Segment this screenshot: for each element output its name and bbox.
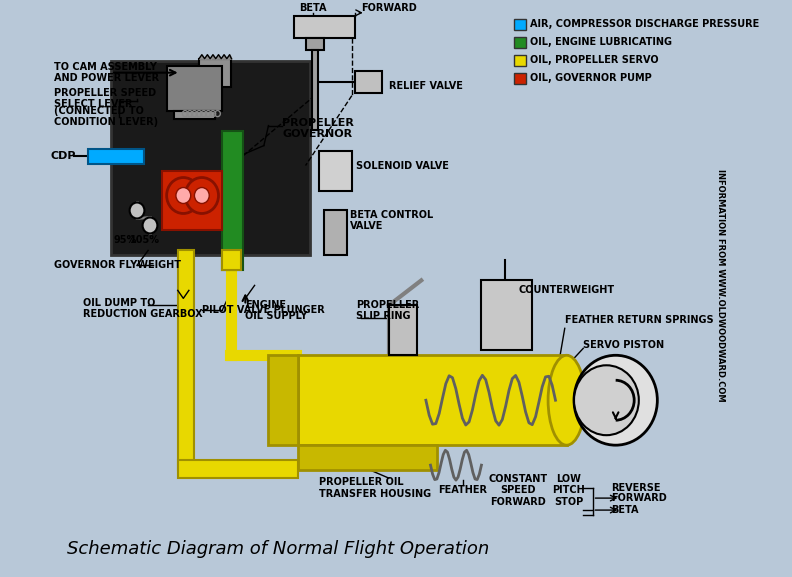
Bar	[268, 355, 298, 445]
Text: FORWARD: FORWARD	[611, 493, 667, 503]
Text: 105%: 105%	[131, 235, 160, 245]
Bar	[514, 55, 526, 66]
Bar	[324, 211, 347, 256]
Circle shape	[574, 365, 639, 435]
Text: COUNTERWEIGHT: COUNTERWEIGHT	[519, 286, 615, 295]
Bar	[312, 50, 318, 130]
Circle shape	[143, 218, 158, 234]
Bar	[295, 16, 355, 38]
Circle shape	[194, 188, 209, 204]
Bar	[174, 111, 215, 119]
Circle shape	[185, 178, 219, 213]
Bar	[162, 171, 223, 230]
Text: FEATHER: FEATHER	[439, 485, 487, 495]
Text: OIL, PROPELLER SERVO: OIL, PROPELLER SERVO	[530, 55, 658, 65]
Bar	[389, 305, 417, 355]
Text: INFORMATION FROM WWW.OLDWOODWARD.COM: INFORMATION FROM WWW.OLDWOODWARD.COM	[716, 169, 725, 402]
Text: Schematic Diagram of Normal Flight Operation: Schematic Diagram of Normal Flight Opera…	[67, 540, 489, 558]
Circle shape	[130, 203, 144, 219]
Bar	[514, 18, 526, 30]
Text: PROPELLER OIL
TRANSFER HOUSING: PROPELLER OIL TRANSFER HOUSING	[319, 477, 432, 499]
Bar	[177, 250, 194, 470]
Bar	[223, 250, 241, 271]
Text: (CONNECTED TO
CONDITION LEVER): (CONNECTED TO CONDITION LEVER)	[54, 106, 158, 128]
Bar	[306, 38, 324, 50]
Text: PROPELLER
GOVERNOR: PROPELLER GOVERNOR	[283, 118, 354, 140]
Text: LOW
PITCH
STOP: LOW PITCH STOP	[552, 474, 584, 507]
Text: FORWARD: FORWARD	[361, 3, 417, 13]
Bar	[355, 70, 383, 93]
Bar	[482, 280, 532, 350]
Bar	[223, 130, 242, 271]
Text: AIR, COMPRESSOR DISCHARGE PRESSURE: AIR, COMPRESSOR DISCHARGE PRESSURE	[530, 19, 759, 29]
Text: PROPELLER
SLIP RING: PROPELLER SLIP RING	[356, 299, 420, 321]
Bar	[177, 460, 298, 478]
Text: GOVERNOR FLYWEIGHT: GOVERNOR FLYWEIGHT	[54, 260, 181, 271]
Text: PROPELLER SPEED
SELECT LEVER: PROPELLER SPEED SELECT LEVER	[54, 88, 156, 110]
Text: BETA: BETA	[611, 505, 638, 515]
Text: BETA CONTROL
VALVE: BETA CONTROL VALVE	[350, 209, 433, 231]
Text: CDP: CDP	[51, 151, 76, 160]
Bar	[298, 355, 566, 445]
Circle shape	[574, 355, 657, 445]
Bar	[514, 73, 526, 84]
Text: FEATHER RETURN SPRINGS: FEATHER RETURN SPRINGS	[565, 316, 714, 325]
Text: TO CAM ASSEMBLY
AND POWER LEVER: TO CAM ASSEMBLY AND POWER LEVER	[54, 62, 159, 84]
Bar	[111, 61, 310, 256]
Text: BETA: BETA	[299, 3, 326, 13]
Text: 95%: 95%	[113, 235, 136, 245]
Text: OIL, ENGINE LUBRICATING: OIL, ENGINE LUBRICATING	[530, 37, 672, 47]
Bar	[298, 445, 437, 470]
Text: OIL, GOVERNOR PUMP: OIL, GOVERNOR PUMP	[530, 73, 651, 83]
Circle shape	[176, 188, 191, 204]
Bar	[514, 37, 526, 48]
Bar	[88, 148, 143, 163]
Text: RELIEF VALVE: RELIEF VALVE	[389, 81, 463, 91]
Text: PILOT VALVE PLUNGER: PILOT VALVE PLUNGER	[202, 305, 325, 316]
Text: REVERSE: REVERSE	[611, 483, 661, 493]
Ellipse shape	[548, 355, 585, 445]
Bar	[166, 66, 223, 111]
Text: SOLENOID VALVE: SOLENOID VALVE	[356, 160, 449, 171]
Text: CONSTANT
SPEED
FORWARD: CONSTANT SPEED FORWARD	[489, 474, 548, 507]
Bar	[319, 151, 352, 190]
Text: SERVO PISTON: SERVO PISTON	[583, 340, 664, 350]
Bar	[199, 59, 231, 87]
Text: OIL DUMP TO
REDUCTION GEARBOX: OIL DUMP TO REDUCTION GEARBOX	[83, 298, 203, 319]
Text: ENGINE
OIL SUPPLY: ENGINE OIL SUPPLY	[246, 299, 308, 321]
Circle shape	[166, 178, 200, 213]
